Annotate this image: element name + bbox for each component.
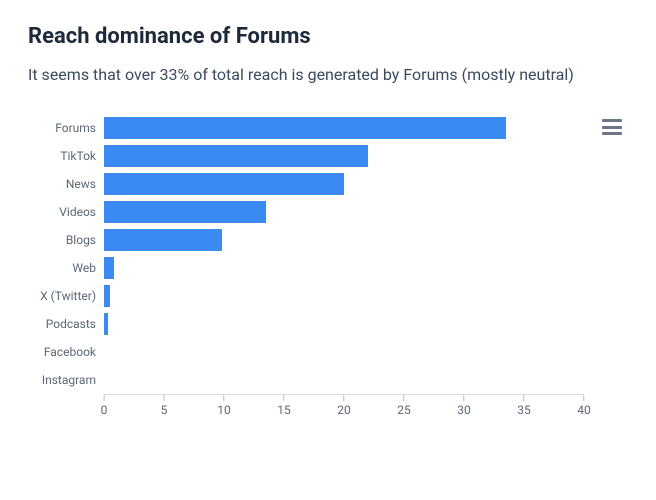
bar bbox=[104, 313, 108, 335]
bar bbox=[104, 257, 114, 279]
x-tick-label: 5 bbox=[161, 403, 168, 417]
chart-row: Web bbox=[104, 254, 584, 282]
y-axis-label: Videos bbox=[28, 205, 104, 219]
chart-row: TikTok bbox=[104, 142, 584, 170]
y-axis-label: Blogs bbox=[28, 233, 104, 247]
y-axis-label: Facebook bbox=[28, 345, 104, 359]
hamburger-icon bbox=[602, 119, 622, 122]
x-tick: 0 bbox=[101, 395, 108, 417]
chart-row: Videos bbox=[104, 198, 584, 226]
bar-track bbox=[104, 198, 584, 226]
x-tick: 25 bbox=[397, 395, 411, 417]
x-tick-label: 15 bbox=[277, 403, 291, 417]
chart-row: Podcasts bbox=[104, 310, 584, 338]
y-axis-label: Web bbox=[28, 261, 104, 275]
bar-track bbox=[104, 338, 584, 366]
x-tick-label: 10 bbox=[217, 403, 231, 417]
x-tick: 35 bbox=[517, 395, 531, 417]
x-tick: 5 bbox=[161, 395, 168, 417]
chart-row: Instagram bbox=[104, 366, 584, 394]
bar bbox=[104, 201, 266, 223]
chart-row: Forums bbox=[104, 114, 584, 142]
bar-track bbox=[104, 254, 584, 282]
x-tick: 15 bbox=[277, 395, 291, 417]
chart-menu-button[interactable] bbox=[600, 116, 624, 138]
x-tick: 10 bbox=[217, 395, 231, 417]
x-tick-label: 35 bbox=[517, 403, 531, 417]
y-axis-label: News bbox=[28, 177, 104, 191]
y-axis-label: Forums bbox=[28, 121, 104, 135]
bar-track bbox=[104, 226, 584, 254]
chart-row: News bbox=[104, 170, 584, 198]
bar-track bbox=[104, 114, 584, 142]
chart-subtitle: It seems that over 33% of total reach is… bbox=[28, 63, 628, 86]
bar bbox=[104, 229, 222, 251]
x-axis: 0510152025303540 bbox=[104, 394, 584, 418]
x-tick: 20 bbox=[337, 395, 351, 417]
x-tick-label: 40 bbox=[577, 403, 591, 417]
bar-track bbox=[104, 366, 584, 394]
bar-track bbox=[104, 282, 584, 310]
x-tick-label: 0 bbox=[101, 403, 108, 417]
bar-track bbox=[104, 170, 584, 198]
chart-rows: ForumsTikTokNewsVideosBlogsWebX (Twitter… bbox=[104, 114, 584, 394]
bar-track bbox=[104, 142, 584, 170]
x-tick: 40 bbox=[577, 395, 591, 417]
y-axis-label: Instagram bbox=[28, 373, 104, 387]
bar bbox=[104, 145, 368, 167]
x-tick-label: 25 bbox=[397, 403, 411, 417]
y-axis-label: Podcasts bbox=[28, 317, 104, 331]
x-tick: 30 bbox=[457, 395, 471, 417]
y-axis-label: X (Twitter) bbox=[28, 289, 104, 303]
chart-container: ForumsTikTokNewsVideosBlogsWebX (Twitter… bbox=[28, 114, 628, 418]
x-tick-label: 20 bbox=[337, 403, 351, 417]
bar bbox=[104, 173, 344, 195]
x-tick-label: 30 bbox=[457, 403, 471, 417]
bar bbox=[104, 285, 110, 307]
chart-row: Blogs bbox=[104, 226, 584, 254]
y-axis-label: TikTok bbox=[28, 149, 104, 163]
chart-title: Reach dominance of Forums bbox=[28, 24, 628, 49]
bar-track bbox=[104, 310, 584, 338]
chart-row: X (Twitter) bbox=[104, 282, 584, 310]
chart-row: Facebook bbox=[104, 338, 584, 366]
bar bbox=[104, 117, 506, 139]
